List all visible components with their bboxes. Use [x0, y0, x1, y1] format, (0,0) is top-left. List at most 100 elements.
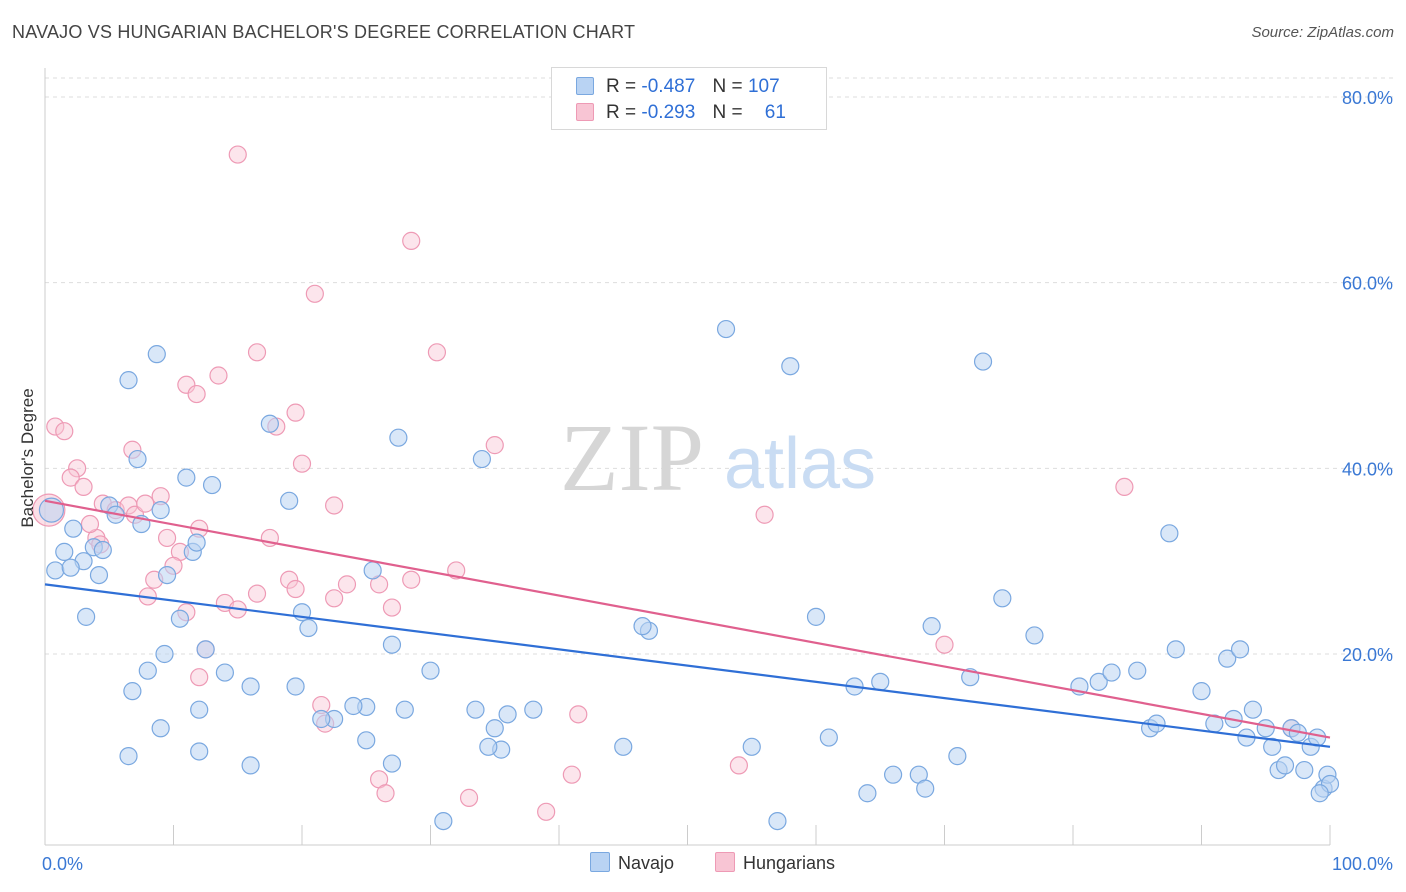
navajo-point: [395, 700, 414, 719]
tick-labels: 20.0% 40.0% 60.0% 80.0% 0.0% 100.0%: [42, 88, 1393, 874]
navajo-point: [138, 661, 157, 680]
hungarians-point: [247, 584, 267, 603]
hungarians-point: [80, 514, 100, 534]
hungarians-legend-swatch: [715, 852, 735, 872]
hungarians-point: [402, 570, 421, 589]
navajo-point: [389, 428, 408, 447]
navajo-point: [485, 719, 504, 738]
navajo-point: [524, 700, 543, 719]
navajo-point: [123, 682, 142, 701]
hungarians-point: [46, 417, 65, 436]
navajo-point: [973, 352, 993, 371]
navajo-point: [1160, 524, 1179, 543]
x-tick-label-max: 100.0%: [1332, 854, 1393, 874]
axes: [44, 68, 1331, 846]
hungarians-point: [402, 231, 421, 250]
navajo-point: [472, 449, 491, 469]
legend-n-value: 107: [747, 76, 780, 97]
navajo-point: [190, 700, 209, 719]
navajo-point: [119, 747, 138, 766]
navajo-point: [157, 565, 177, 585]
navajo-point: [922, 617, 941, 636]
navajo-point: [858, 784, 877, 803]
navajo-point: [1218, 649, 1237, 668]
hungarians-point: [537, 802, 556, 821]
navajo-point: [614, 737, 633, 756]
navajo-point: [916, 779, 935, 798]
navajo-point: [344, 696, 363, 716]
navajo-point: [716, 319, 736, 339]
navajo-point: [742, 737, 761, 756]
navajo-point: [498, 705, 517, 724]
y-tick-label: 40.0%: [1342, 459, 1393, 479]
hungarians-point: [190, 668, 209, 687]
hungarians-point: [459, 788, 479, 807]
navajo-point: [299, 618, 318, 638]
hungarians-point: [247, 343, 267, 362]
gridlines: [45, 77, 1393, 655]
navajo-point: [363, 561, 382, 580]
legend-row-hungarians: R = -0.293 N = 61: [576, 102, 786, 124]
navajo-point: [89, 565, 109, 585]
navajo-point: [77, 607, 96, 626]
legend-n-value: 61: [764, 102, 786, 123]
navajo-point: [382, 754, 402, 773]
y-tick-label: 60.0%: [1342, 274, 1393, 294]
hungarians-point: [325, 589, 344, 608]
navajo-point: [434, 811, 453, 831]
legend-label-hungarians: Hungarians: [743, 853, 836, 873]
hungarians-point: [286, 579, 305, 599]
hungarians-point: [280, 570, 299, 589]
x-tick-label-min: 0.0%: [42, 854, 83, 874]
navajo-point: [768, 811, 787, 831]
navajo-point: [190, 742, 209, 761]
stats-legend: R = -0.487 N = 107 R = -0.293 N = 61: [551, 67, 827, 130]
navajo-point: [177, 468, 196, 487]
navajo-point: [155, 644, 174, 664]
legend-r-value: -0.487: [641, 76, 696, 97]
hungarians-point: [325, 496, 344, 515]
hungarians-point: [61, 468, 80, 487]
navajo-point: [280, 491, 299, 510]
navajo-point: [196, 640, 215, 659]
navajo-point: [948, 747, 967, 766]
legend-r-label: R =: [606, 102, 637, 123]
navajo-point: [241, 677, 260, 696]
hungarians-point: [177, 375, 196, 394]
navajo-points: [38, 319, 1340, 831]
y-axis-label: Bachelor's Degree: [18, 388, 37, 528]
navajo-point: [781, 357, 800, 376]
navajo-point: [1128, 661, 1147, 680]
navajo-point: [1275, 756, 1295, 775]
hungarians-point: [228, 145, 247, 164]
navajo-point: [312, 709, 331, 729]
hungarians-point: [755, 505, 774, 524]
navajo-point: [1102, 663, 1121, 682]
navajo-legend-swatch: [590, 852, 610, 872]
hungarians-point: [157, 528, 177, 548]
hungarians-point: [286, 403, 305, 422]
hungarians-point: [562, 765, 581, 784]
navajo-point: [46, 561, 65, 580]
navajo-point: [1256, 719, 1275, 738]
navajo-point: [819, 728, 838, 747]
navajo-point: [479, 737, 498, 756]
navajo-point: [170, 609, 190, 628]
legend-r-value: -0.293: [641, 102, 696, 123]
navajo-point: [382, 635, 402, 654]
navajo-point: [806, 607, 826, 626]
navajo-point: [61, 558, 80, 577]
watermark-zip: ZIP: [560, 404, 704, 511]
navajo-point: [1230, 640, 1250, 659]
navajo-point: [1166, 640, 1185, 659]
hungarians-point: [55, 422, 74, 441]
navajo-point: [64, 519, 83, 538]
bottom-legend-navajo: Navajo: [590, 852, 674, 874]
navajo-point: [260, 414, 279, 433]
navajo-point: [1243, 700, 1263, 719]
y-tick-label: 20.0%: [1342, 645, 1393, 665]
hungarians-point: [569, 705, 588, 724]
hungarians-point: [187, 384, 206, 404]
navajo-point: [1025, 626, 1044, 645]
